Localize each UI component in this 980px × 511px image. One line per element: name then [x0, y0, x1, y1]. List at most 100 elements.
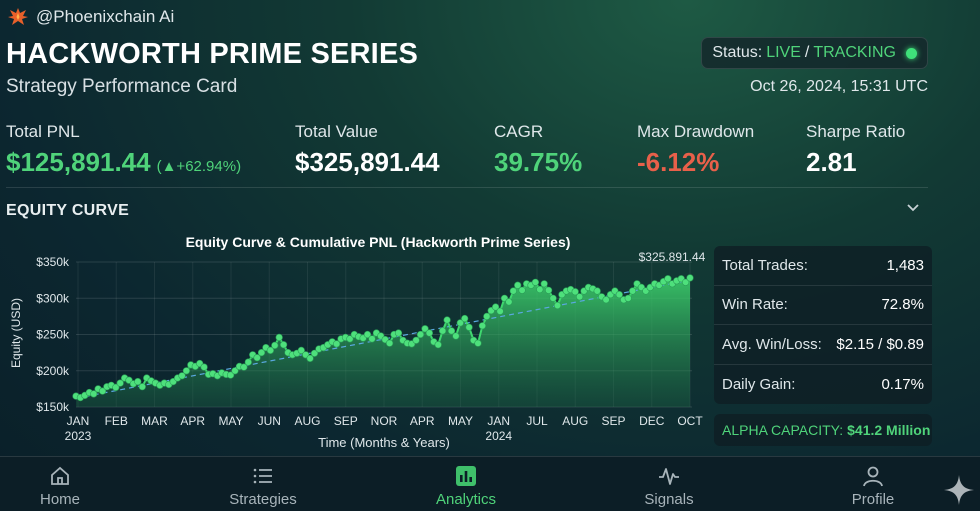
nav-analytics[interactable]: Analytics	[411, 457, 521, 511]
nav-strategies[interactable]: Strategies	[208, 457, 318, 511]
data-point	[412, 336, 420, 344]
nav-label: Home	[39, 491, 80, 508]
x-tick-label: APR	[180, 414, 205, 428]
data-point	[624, 294, 632, 302]
stat-label: Win Rate:	[722, 296, 788, 314]
bar-chart-icon	[456, 466, 476, 486]
alpha-value: $41.2 Million	[847, 422, 931, 438]
data-point	[553, 301, 562, 310]
data-point	[549, 294, 557, 302]
data-point	[571, 288, 579, 296]
x-tick-label: MAY	[218, 414, 243, 428]
bottom-nav: Home Strategies Analytics Signals Profil…	[0, 456, 980, 511]
data-point	[478, 322, 487, 330]
stat-label: Avg. Win/Loss:	[722, 335, 822, 353]
alpha-label: ALPHA CAPACITY:	[722, 422, 844, 438]
x-tick-label: AUG	[562, 414, 588, 428]
data-point	[253, 354, 261, 362]
metric-total-pnl: Total PNL $125,891.44 (▲+62.94%)	[6, 122, 241, 178]
brand-name: @Phoenixchain Ai	[36, 7, 175, 26]
stat-label: Total Trades:	[722, 256, 808, 274]
data-point	[200, 363, 208, 371]
equity-chart: Equity Curve & Cumulative PNL (Hackworth…	[0, 228, 712, 454]
data-point	[275, 333, 283, 341]
pulse-icon	[659, 468, 679, 485]
user-icon	[863, 466, 883, 487]
metric-value: $125,891.44 (▲+62.94%)	[6, 147, 241, 178]
x-tick-label: NOR	[371, 414, 398, 428]
x-tick-label: OCT	[677, 414, 703, 428]
x-tick-label: APR	[410, 414, 435, 428]
metric-value: 39.75%	[494, 147, 583, 177]
data-point	[280, 341, 288, 349]
metric-max-drawdown: Max Drawdown -6.12%	[637, 122, 754, 178]
data-point	[544, 286, 553, 294]
y-tick-label: $200k	[36, 364, 70, 378]
data-point	[496, 307, 504, 315]
x-tick-label: SEP	[601, 414, 625, 428]
data-point	[112, 383, 120, 391]
x-tick-label: JAN	[67, 414, 90, 428]
page-title: HACKWORTH PRIME SERIES	[6, 38, 419, 70]
x-tick-label: JUL	[526, 414, 548, 428]
data-point	[231, 367, 239, 375]
x-tick-label: AUG	[294, 414, 320, 428]
nav-home[interactable]: Home	[5, 457, 115, 511]
phoenix-logo-icon	[8, 8, 28, 25]
nav-signals[interactable]: Signals	[614, 457, 724, 511]
status-live: LIVE	[766, 44, 801, 61]
data-point	[452, 332, 460, 340]
stat-value: 1,483	[886, 256, 924, 274]
data-point	[244, 358, 252, 366]
nav-label: Profile	[851, 491, 895, 508]
y-tick-label: $250k	[36, 328, 70, 342]
nav-label: Signals	[644, 491, 694, 508]
data-point	[394, 329, 403, 337]
data-point	[602, 296, 610, 304]
y-axis-label: Equity (USD)	[9, 298, 23, 368]
data-point	[681, 278, 690, 286]
data-point	[492, 303, 500, 311]
data-point	[509, 287, 517, 295]
data-point	[465, 323, 473, 331]
metric-value: 2.81	[806, 147, 857, 177]
data-point	[271, 341, 279, 349]
data-point	[531, 278, 540, 286]
status-label: Status:	[712, 44, 763, 61]
data-point	[593, 287, 601, 295]
status-dot-icon	[906, 47, 917, 59]
data-point	[134, 378, 142, 386]
stat-win-rate: Win Rate: 72.8%	[714, 286, 932, 325]
data-point	[505, 298, 513, 306]
data-point	[443, 316, 451, 324]
x-tick-label: JUN	[258, 414, 281, 428]
y-tick-label: $150k	[36, 400, 70, 414]
chevron-down-icon[interactable]	[906, 201, 920, 215]
chart-title: Equity Curve & Cumulative PNL (Hackworth…	[186, 234, 571, 250]
status-separator: /	[804, 44, 810, 61]
end-value-label: $325.891.44	[639, 250, 706, 264]
metric-label: Total Value	[295, 122, 378, 141]
status-tracking: TRACKING	[813, 44, 896, 61]
data-point	[421, 325, 429, 333]
stat-avg-win-loss: Avg. Win/Loss: $2.15 / $0.89	[714, 325, 932, 365]
data-point	[116, 379, 124, 387]
x-tick-label: SEP	[334, 414, 358, 428]
data-point	[483, 312, 491, 320]
nav-profile[interactable]: Profile	[818, 457, 928, 511]
alpha-capacity: ALPHA CAPACITY: $41.2 Million	[714, 414, 932, 446]
metric-value: $325,891.44	[295, 147, 440, 177]
data-point	[386, 339, 394, 347]
data-point	[425, 329, 434, 337]
stats-panel: Total Trades: 1,483 Win Rate: 72.8% Avg.…	[714, 246, 932, 404]
metric-sharpe-ratio: Sharpe Ratio 2.81	[806, 122, 905, 178]
x-axis-label: Time (Months & Years)	[318, 435, 450, 450]
status-badge: Status: LIVE / TRACKING	[701, 37, 928, 69]
x-tick-label: JAN	[487, 414, 510, 428]
data-point	[266, 346, 275, 354]
data-point	[536, 285, 544, 294]
data-point	[368, 335, 376, 343]
total-pnl-value: $125,891.44	[6, 147, 151, 177]
x-tick-label: MAR	[141, 414, 168, 428]
stat-daily-gain: Daily Gain: 0.17%	[714, 365, 932, 405]
